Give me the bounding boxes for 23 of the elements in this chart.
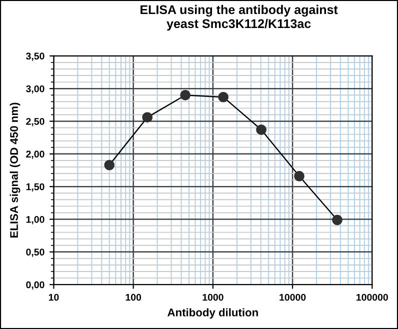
y-tick-label: 2,00: [26, 150, 44, 159]
y-tick-label: 3,00: [26, 85, 44, 94]
y-tick-label: 1,00: [26, 216, 44, 224]
y-tick-label: 0,50: [26, 248, 44, 257]
point: [104, 160, 115, 170]
point: [294, 170, 304, 182]
point: [256, 124, 266, 135]
y-tick-label: 3,50: [26, 52, 44, 61]
x-tick-label: 10000: [280, 294, 306, 301]
y-tick-label: 0,00: [26, 281, 44, 290]
point: [142, 112, 153, 123]
y-axis-title: ELISA signal (OD 450 nm): [10, 102, 20, 238]
x-tick-label: 10: [48, 294, 59, 301]
point: [180, 90, 191, 100]
point: [218, 92, 229, 102]
chart-title: ELISA using the antibody against yeast Smc3K112/K113ac: [140, 4, 338, 31]
y-tick-label: 2,50: [26, 118, 44, 126]
point: [332, 214, 342, 226]
x-tick-label: 100: [126, 294, 142, 301]
x-axis-title: Antibody dilution: [168, 308, 258, 319]
x-tick-label: 1000: [202, 294, 224, 301]
y-tick-label: 1,50: [26, 183, 44, 192]
x-tick-label: 100000: [356, 294, 388, 301]
